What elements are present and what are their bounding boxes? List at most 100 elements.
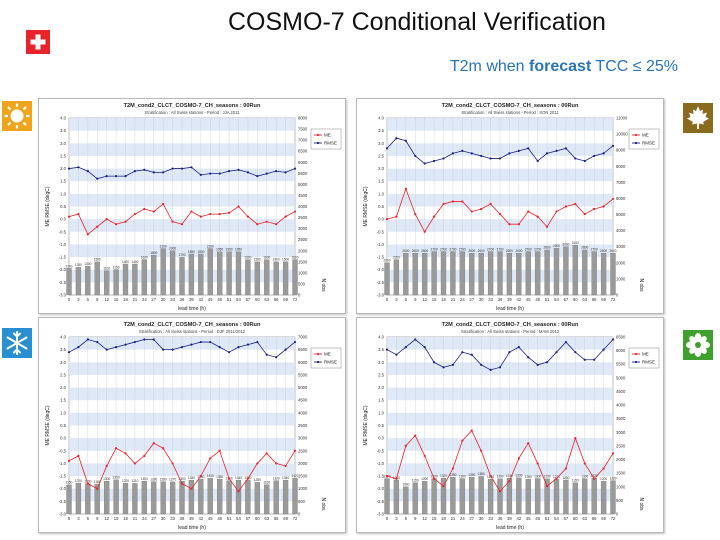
nobs-bar xyxy=(151,255,157,296)
nobs-bar xyxy=(132,263,138,296)
nobs-bar xyxy=(207,478,213,515)
y2-tick-label: 6500 xyxy=(616,335,626,340)
y-axis-label: ME RMSE (degC) xyxy=(45,186,51,226)
x-tick-label: 39 xyxy=(507,297,512,302)
nobs-data-label: 2600 xyxy=(515,249,522,253)
nobs-data-label: 1180 xyxy=(94,480,101,484)
rmse-point xyxy=(96,340,99,344)
y2-tick-label: 2500 xyxy=(298,237,308,242)
y-tick-label: -3.0 xyxy=(377,512,385,517)
y-tick-label: 2.0 xyxy=(60,385,66,390)
y-tick-label: -2.0 xyxy=(59,267,67,272)
legend-rmse-marker xyxy=(634,360,638,364)
nobs-bar xyxy=(450,477,456,515)
nobs-bar xyxy=(292,259,298,296)
nobs-bar xyxy=(600,253,607,296)
y-tick-label: -2.0 xyxy=(377,486,385,491)
nobs-data-label: 1500 xyxy=(282,258,289,262)
y-tick-label: -0.5 xyxy=(59,448,67,453)
legend-me-marker xyxy=(634,133,638,137)
y2-tick-label: 3500 xyxy=(298,423,308,428)
x-tick-label: 39 xyxy=(189,297,194,302)
y2-tick-label: 500 xyxy=(616,498,624,503)
nobs-data-label: 1340 xyxy=(235,476,242,480)
x-tick-label: 0 xyxy=(68,297,71,302)
y-tick-label: -1.0 xyxy=(59,242,67,247)
legend: ME RMSE xyxy=(628,347,660,369)
nobs-data-label: 1300 xyxy=(534,474,541,478)
me-point xyxy=(414,212,417,216)
x-tick-label: 72 xyxy=(293,297,298,302)
y-tick-label: 2.5 xyxy=(60,153,66,158)
me-point xyxy=(209,457,212,460)
nobs-data-label: 1000 xyxy=(402,483,409,487)
y2-tick-label: 10000 xyxy=(616,132,628,137)
swiss-flag-icon xyxy=(26,30,50,54)
y-tick-label: -1.5 xyxy=(377,474,385,479)
nobs-data-label: 2700 xyxy=(534,247,541,251)
x-tick-label: 36 xyxy=(498,516,503,521)
x-tick-label: 18 xyxy=(441,516,446,521)
rmse-point xyxy=(284,348,287,351)
rmse-point xyxy=(395,137,398,140)
nobs-bar xyxy=(245,480,251,515)
rmse-point xyxy=(583,159,586,163)
rmse-point xyxy=(256,340,259,344)
me-point xyxy=(171,220,174,223)
y-tick-label: 2.5 xyxy=(378,153,384,158)
me-point xyxy=(143,207,146,211)
maple-leaf-icon xyxy=(683,103,713,133)
nobs-data-label: 1320 xyxy=(591,474,598,478)
y2-tick-label: 6500 xyxy=(298,347,308,352)
nobs-data-label: 1500 xyxy=(94,258,101,262)
rmse-point xyxy=(555,149,558,152)
rmse-point xyxy=(190,343,193,346)
x-tick-label: 45 xyxy=(208,297,213,302)
y-tick-label: -1.5 xyxy=(377,255,385,260)
me-point xyxy=(256,462,259,465)
nobs-data-label: 1160 xyxy=(263,480,270,484)
rmse-point xyxy=(86,338,89,341)
rmse-point xyxy=(209,172,212,175)
y-tick-label: 2.5 xyxy=(60,372,66,377)
nobs-bar xyxy=(403,253,409,296)
nobs-bar xyxy=(217,251,223,296)
chart-subtitle: Stratification : All Swiss stations - Pe… xyxy=(145,110,241,115)
x-tick-label: 63 xyxy=(264,297,269,302)
nobs-data-label: 3100 xyxy=(572,241,579,245)
legend-box xyxy=(628,128,660,150)
nobs-bar xyxy=(553,479,560,515)
rmse-point xyxy=(451,363,455,366)
me-point xyxy=(508,223,511,226)
nobs-bar xyxy=(235,251,242,296)
nobs-bar xyxy=(66,484,72,515)
x-tick-label: 30 xyxy=(161,516,166,521)
me-point xyxy=(385,474,389,478)
flower-icon xyxy=(683,330,713,360)
nobs-bar xyxy=(169,250,176,296)
y2-tick-label: 1000 xyxy=(616,276,626,281)
rmse-point xyxy=(527,147,530,150)
rmse-point xyxy=(275,170,278,173)
me-point xyxy=(105,218,108,221)
chart-svg: T2M_cond2_CLCT_COSMO-7_CH_seasons : 00Ru… xyxy=(45,103,342,312)
me-point xyxy=(67,215,71,218)
rmse-point xyxy=(611,338,615,341)
me-point xyxy=(470,210,473,213)
nobs-data-label: 1300 xyxy=(103,477,110,481)
y2-tick-label: 4500 xyxy=(298,193,308,198)
y2-tick-label: 3000 xyxy=(298,436,308,441)
me-point xyxy=(404,187,407,190)
rmse-point xyxy=(470,152,473,155)
nobs-bar xyxy=(478,476,484,515)
y-tick-label: 0.0 xyxy=(60,436,66,441)
me-point xyxy=(545,485,549,488)
x-tick-label: 27 xyxy=(151,297,156,302)
legend: ME RMSE xyxy=(310,347,342,369)
y2-tick-label: 6000 xyxy=(616,196,626,201)
x-tick-label: 54 xyxy=(236,516,241,521)
rmse-point xyxy=(527,356,530,359)
y-tick-label: 3.5 xyxy=(60,128,66,133)
nobs-bar xyxy=(487,478,494,515)
y-tick-label: 1.0 xyxy=(378,191,384,196)
